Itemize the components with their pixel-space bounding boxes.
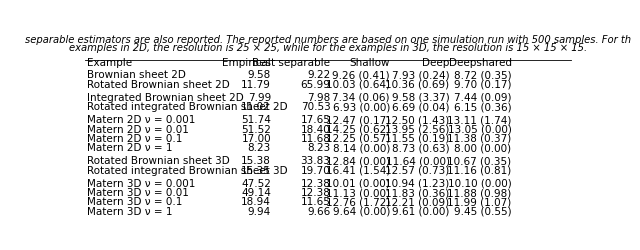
Text: Rotated integrated Brownian sheet 3D: Rotated integrated Brownian sheet 3D [88,166,288,176]
Text: 9.70 (0.17): 9.70 (0.17) [454,80,511,90]
Text: 11.88 (0.98): 11.88 (0.98) [447,188,511,198]
Text: 12.38: 12.38 [301,178,330,188]
Text: Matern 2D ν = 1: Matern 2D ν = 1 [88,144,173,154]
Text: 15.38: 15.38 [241,156,271,166]
Text: 11.79: 11.79 [241,80,271,90]
Text: 6.93 (0.00): 6.93 (0.00) [333,102,390,112]
Text: 14.25 (0.62): 14.25 (0.62) [326,124,390,134]
Text: Brownian sheet 2D: Brownian sheet 2D [88,70,186,81]
Text: 11.83 (0.36): 11.83 (0.36) [385,188,449,198]
Text: 8.73 (0.63): 8.73 (0.63) [392,144,449,154]
Text: 6.69 (0.04): 6.69 (0.04) [392,102,449,112]
Text: 51.74: 51.74 [241,115,271,125]
Text: Matern 3D ν = 0.01: Matern 3D ν = 0.01 [88,188,189,198]
Text: Rotated Brownian sheet 2D: Rotated Brownian sheet 2D [88,80,230,90]
Text: 65.99: 65.99 [301,80,330,90]
Text: 9.45 (0.55): 9.45 (0.55) [454,207,511,217]
Text: Best separable: Best separable [253,58,330,68]
Text: 6.15 (0.36): 6.15 (0.36) [454,102,511,112]
Text: 11.02: 11.02 [241,102,271,112]
Text: 12.38: 12.38 [301,188,330,198]
Text: 10.10 (0.00): 10.10 (0.00) [448,178,511,188]
Text: 12.76 (1.72): 12.76 (1.72) [326,198,390,207]
Text: 17.65: 17.65 [301,115,330,125]
Text: 51.52: 51.52 [241,124,271,134]
Text: 8.23: 8.23 [307,144,330,154]
Text: 47.52: 47.52 [241,178,271,188]
Text: Rotated integrated Brownian sheet 2D: Rotated integrated Brownian sheet 2D [88,102,288,112]
Text: 9.26 (0.41): 9.26 (0.41) [332,70,390,81]
Text: 18.40: 18.40 [301,124,330,134]
Text: Matern 2D ν = 0.001: Matern 2D ν = 0.001 [88,115,196,125]
Text: 10.01 (0.00): 10.01 (0.00) [326,178,390,188]
Text: 15.35: 15.35 [241,166,271,176]
Text: 33.83: 33.83 [301,156,330,166]
Text: Shallow: Shallow [349,58,390,68]
Text: 70.53: 70.53 [301,102,330,112]
Text: 7.99: 7.99 [248,93,271,103]
Text: 7.98: 7.98 [307,93,330,103]
Text: Deepshared: Deepshared [449,58,511,68]
Text: 11.64 (0.00): 11.64 (0.00) [385,156,449,166]
Text: Matern 2D ν = 0.1: Matern 2D ν = 0.1 [88,134,183,144]
Text: 12.57 (0.73): 12.57 (0.73) [385,166,449,176]
Text: 9.58 (3.37): 9.58 (3.37) [392,93,449,103]
Text: 9.58: 9.58 [248,70,271,81]
Text: 11.68: 11.68 [301,134,330,144]
Text: Rotated Brownian sheet 3D: Rotated Brownian sheet 3D [88,156,230,166]
Text: 12.50 (1.43): 12.50 (1.43) [385,115,449,125]
Text: 12.21 (0.09): 12.21 (0.09) [385,198,449,207]
Text: 11.13 (0.00): 11.13 (0.00) [326,188,390,198]
Text: 8.00 (0.00): 8.00 (0.00) [454,144,511,154]
Text: 12.25 (0.57): 12.25 (0.57) [326,134,390,144]
Text: 7.44 (0.09): 7.44 (0.09) [454,93,511,103]
Text: Matern 3D ν = 0.1: Matern 3D ν = 0.1 [88,198,183,207]
Text: 11.16 (0.81): 11.16 (0.81) [447,166,511,176]
Text: 9.66: 9.66 [307,207,330,217]
Text: 10.36 (0.69): 10.36 (0.69) [385,80,449,90]
Text: 11.38 (0.37): 11.38 (0.37) [447,134,511,144]
Text: 11.65: 11.65 [301,198,330,207]
Text: 19.70: 19.70 [301,166,330,176]
Text: 11.99 (1.07): 11.99 (1.07) [447,198,511,207]
Text: 9.94: 9.94 [248,207,271,217]
Text: 17.00: 17.00 [241,134,271,144]
Text: 10.03 (0.64): 10.03 (0.64) [326,80,390,90]
Text: 12.84 (0.00): 12.84 (0.00) [326,156,390,166]
Text: 9.64 (0.00): 9.64 (0.00) [333,207,390,217]
Text: 12.47 (0.17): 12.47 (0.17) [326,115,390,125]
Text: 7.93 (0.24): 7.93 (0.24) [392,70,449,81]
Text: 13.95 (2.56): 13.95 (2.56) [385,124,449,134]
Text: 10.94 (1.23): 10.94 (1.23) [385,178,449,188]
Text: 8.14 (0.00): 8.14 (0.00) [333,144,390,154]
Text: Integrated Brownian sheet 2D: Integrated Brownian sheet 2D [88,93,244,103]
Text: 8.72 (0.35): 8.72 (0.35) [454,70,511,81]
Text: 18.94: 18.94 [241,198,271,207]
Text: examples in 2D, the resolution is 25 × 25, while for the examples in 3D, the res: examples in 2D, the resolution is 25 × 2… [69,42,587,52]
Text: 9.61 (0.00): 9.61 (0.00) [392,207,449,217]
Text: separable estimators are also reported. The reported numbers are based on one si: separable estimators are also reported. … [25,35,631,45]
Text: 10.67 (0.35): 10.67 (0.35) [447,156,511,166]
Text: 13.05 (0.00): 13.05 (0.00) [447,124,511,134]
Text: Empirical: Empirical [222,58,271,68]
Text: 16.41 (1.54): 16.41 (1.54) [326,166,390,176]
Text: Matern 3D ν = 1: Matern 3D ν = 1 [88,207,173,217]
Text: 49.14: 49.14 [241,188,271,198]
Text: Matern 3D ν = 0.001: Matern 3D ν = 0.001 [88,178,196,188]
Text: Example: Example [88,58,132,68]
Text: 11.55 (0.19): 11.55 (0.19) [385,134,449,144]
Text: Deep: Deep [422,58,449,68]
Text: Matern 2D ν = 0.01: Matern 2D ν = 0.01 [88,124,189,134]
Text: 8.23: 8.23 [248,144,271,154]
Text: 7.34 (0.06): 7.34 (0.06) [333,93,390,103]
Text: 13.11 (1.74): 13.11 (1.74) [447,115,511,125]
Text: 9.22: 9.22 [307,70,330,81]
